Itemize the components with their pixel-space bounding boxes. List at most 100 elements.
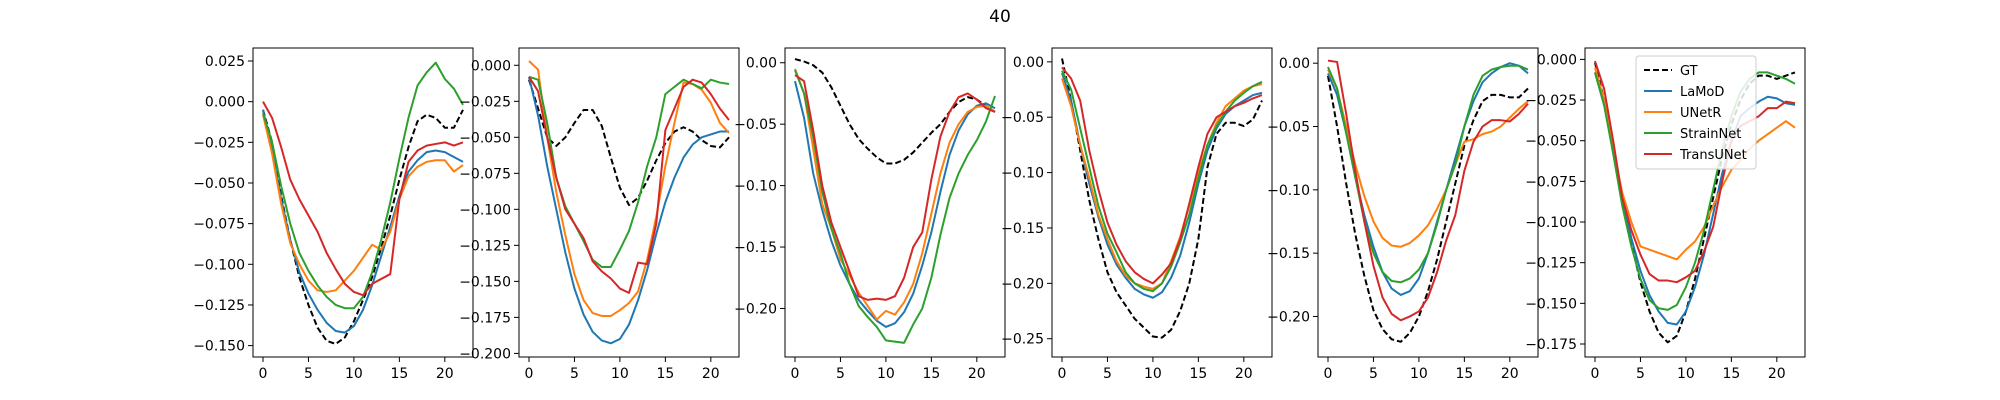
axes-frame <box>252 47 474 358</box>
x-tick-label: 10 <box>877 366 895 382</box>
x-tick-label: 5 <box>304 366 313 382</box>
x-tick-label: 20 <box>968 366 986 382</box>
series-line-strainnet <box>794 69 996 344</box>
series-line-transunet <box>794 74 996 301</box>
panel-5: 0 5 10 15 20 −0.20 −0.15 −0.10 −0.05 0.00 <box>1267 47 1539 382</box>
y-tick-label: −0.100 <box>193 257 245 273</box>
y-tick-label: −0.100 <box>459 202 511 218</box>
x-tick-label: 5 <box>570 366 579 382</box>
panel-6: 0 5 10 15 20 −0.175 −0.150 −0.125 −0.100 −0.075 −0… <box>1525 47 1806 382</box>
series-line-gt <box>1061 58 1263 339</box>
x-tick-label: 15 <box>922 366 940 382</box>
y-tick-label: 0.00 <box>1279 56 1310 72</box>
legend: GT LaMoD UNetR StrainNet TransUNet <box>1635 55 1757 170</box>
y-tick-label: 0.000 <box>471 58 511 74</box>
y-tick-label: −0.125 <box>459 238 511 254</box>
legend-item-transunet: TransUNet <box>1644 148 1747 163</box>
legend-label: GT <box>1680 64 1698 79</box>
y-tick-label: −0.025 <box>459 94 511 110</box>
x-tick-label: 15 <box>1189 366 1207 382</box>
x-tick-label: 5 <box>1636 366 1645 382</box>
x-tick-label: 20 <box>1768 366 1786 382</box>
series-lines <box>1594 60 1796 344</box>
x-tick-label: 0 <box>525 366 534 382</box>
axes-frame <box>1051 47 1273 358</box>
y-tick-label: −0.125 <box>193 298 245 314</box>
y-tick-label: −0.15 <box>1267 246 1310 262</box>
x-tick-label: 10 <box>611 366 629 382</box>
legend-item-lamod: LaMoD <box>1644 85 1724 100</box>
y-tick-label: −0.175 <box>459 310 511 326</box>
y-tick-label: 0.025 <box>205 54 245 70</box>
x-tick-label: 5 <box>1103 366 1112 382</box>
series-line-gt <box>1327 75 1529 343</box>
figure-title: 40 <box>989 7 1011 27</box>
x-tick-label: 10 <box>1677 366 1695 382</box>
series-line-transunet <box>1594 60 1796 284</box>
y-tick-label: −0.125 <box>1525 256 1577 272</box>
panel-2: 0 5 10 15 20 −0.200 −0.175 −0.150 −0.125 −0.100 −0… <box>459 47 740 382</box>
y-tick-label: −0.025 <box>1525 93 1577 109</box>
x-tick-label: 20 <box>702 366 720 382</box>
y-tick-label: −0.100 <box>1525 215 1577 231</box>
x-tick-label: 5 <box>1369 366 1378 382</box>
series-line-transunet <box>528 76 730 294</box>
y-tick-label: −0.150 <box>1525 296 1577 312</box>
series-line-strainnet <box>1061 70 1263 293</box>
y-tick-label: −0.075 <box>459 166 511 182</box>
series-lines <box>528 60 730 345</box>
legend-label: StrainNet <box>1680 127 1741 142</box>
y-tick-label: 0.00 <box>746 56 777 72</box>
panel-3: 0 5 10 15 20 −0.20 −0.15 −0.10 −0.05 0.00 <box>734 47 1006 382</box>
axes-frame <box>1317 47 1539 358</box>
series-line-transunet <box>1061 66 1263 285</box>
series-line-unetr <box>262 114 464 293</box>
series-line-unetr <box>1594 67 1796 261</box>
x-tick-label: 0 <box>1058 366 1067 382</box>
series-line-unetr <box>1327 69 1529 248</box>
series-line-gt <box>794 58 996 165</box>
series-line-lamod <box>1327 62 1529 296</box>
x-tick-label: 20 <box>1501 366 1519 382</box>
series-line-strainnet <box>1594 71 1796 311</box>
panel-1: 0 5 10 15 20 −0.150 −0.125 −0.100 −0.075 −0.050 −0… <box>193 47 474 382</box>
y-tick-label: −0.05 <box>1267 120 1310 136</box>
x-tick-label: 15 <box>1455 366 1473 382</box>
y-tick-label: −0.20 <box>1267 309 1310 325</box>
y-tick-label: −0.150 <box>459 274 511 290</box>
series-line-lamod <box>794 80 996 328</box>
x-tick-label: 0 <box>1591 366 1600 382</box>
series-line-gt <box>1594 62 1796 344</box>
x-tick-label: 10 <box>1144 366 1162 382</box>
y-tick-label: −0.10 <box>734 179 777 195</box>
y-tick-label: 0.000 <box>1537 52 1577 68</box>
y-tick-label: −0.150 <box>193 339 245 355</box>
legend-label: TransUNet <box>1679 148 1747 163</box>
legend-item-strainnet: StrainNet <box>1644 127 1741 142</box>
legend-item-unetr: UNetR <box>1644 106 1721 121</box>
series-lines <box>1061 58 1263 339</box>
x-tick-label: 15 <box>656 366 674 382</box>
y-tick-label: −0.025 <box>193 135 245 151</box>
y-tick-label: −0.175 <box>1525 337 1577 353</box>
x-tick-label: 20 <box>436 366 454 382</box>
series-line-lamod <box>528 76 729 345</box>
x-tick-label: 5 <box>836 366 845 382</box>
series-lines <box>1327 59 1529 343</box>
series-lines <box>262 61 464 345</box>
x-tick-label: 0 <box>791 366 800 382</box>
y-tick-label: −0.20 <box>1001 276 1044 292</box>
x-tick-label: 20 <box>1235 366 1253 382</box>
y-tick-label: −0.10 <box>1267 183 1310 199</box>
y-tick-label: −0.05 <box>1001 110 1044 126</box>
y-tick-label: −0.050 <box>1525 134 1577 150</box>
y-tick-label: −0.075 <box>1525 174 1577 190</box>
y-tick-label: 0.000 <box>205 95 245 111</box>
legend-label: LaMoD <box>1680 85 1724 100</box>
legend-box <box>1635 55 1757 170</box>
y-tick-label: −0.25 <box>1001 332 1044 348</box>
y-tick-label: −0.20 <box>734 301 777 317</box>
legend-label: UNetR <box>1680 106 1721 121</box>
x-tick-label: 15 <box>390 366 408 382</box>
panel-4: 0 5 10 15 20 −0.25 −0.20 −0.15 −0.10 −0.05 0.00 <box>1001 47 1273 382</box>
